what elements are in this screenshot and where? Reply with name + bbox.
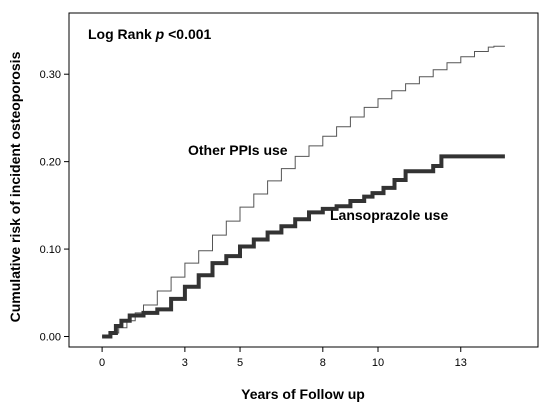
x-tick-label: 5 [237, 357, 243, 369]
x-axis-title: Years of Follow up [241, 386, 365, 402]
x-tick-label: 0 [99, 357, 105, 369]
log-rank-annotation: Log Rank p <0.001 [88, 26, 212, 42]
x-tick-label: 13 [455, 357, 467, 369]
x-tick-label: 10 [372, 357, 384, 369]
y-axis: 0.00 0.10 0.20 0.30 [40, 69, 69, 344]
plot-frame [68, 12, 539, 348]
y-axis-title: Cumulative risk of incident osteoporosis [7, 51, 23, 322]
x-tick-label: 8 [320, 357, 326, 369]
series-label-other-ppis: Other PPIs use [188, 142, 288, 158]
series-line-lansoprazole [102, 154, 505, 339]
y-tick-label: 0.10 [40, 244, 61, 256]
x-axis: 0 3 5 8 10 13 [99, 347, 467, 369]
y-tick-label: 0.00 [40, 332, 61, 344]
series-line-other-ppis [102, 45, 505, 337]
x-tick-label: 3 [182, 357, 188, 369]
y-tick-label: 0.30 [40, 69, 61, 81]
survival-curves [102, 45, 505, 339]
y-tick-label: 0.20 [40, 157, 61, 169]
series-label-lansoprazole: Lansoprazole use [330, 207, 448, 223]
